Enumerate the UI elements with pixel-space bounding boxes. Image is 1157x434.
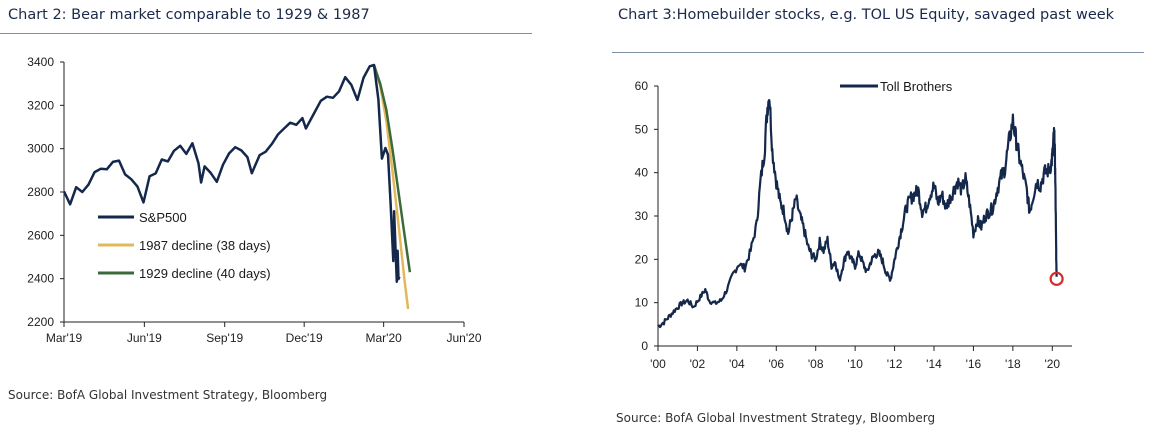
y-tick-label: 0 (641, 339, 648, 353)
x-tick-label: '02 (690, 357, 706, 371)
chart-3-title: Chart 3:Homebuilder stocks, e.g. TOL US … (618, 7, 1115, 23)
x-tick-label: Mar'19 (46, 331, 83, 345)
y-tick-label: 3400 (27, 55, 54, 69)
annotation-circle (1049, 271, 1064, 286)
chart-2-plot: 2200 2400 2600 2800 3000 3200 3400 Mar'19 Jun'19… (27, 55, 482, 345)
x-tick-label: Jun'19 (127, 331, 162, 345)
x-tick-label: '10 (847, 357, 863, 371)
chart-2-source: Source: BofA Global Investment Strategy,… (8, 388, 328, 402)
x-tick-label: '14 (926, 357, 942, 371)
legend-label: 1987 decline (38 days) (139, 238, 271, 253)
x-tick-label: Jun'20 (447, 331, 482, 345)
chart-3-source: Source: BofA Global Investment Strategy,… (616, 411, 936, 425)
y-tick-label: 30 (635, 209, 649, 223)
y-tick-label: 50 (635, 122, 649, 136)
y-tick-label: 20 (635, 252, 649, 266)
x-tick-label: '06 (768, 357, 784, 371)
x-tick-label: '08 (808, 357, 824, 371)
y-tick-label: 60 (635, 79, 649, 93)
y-tick-label: 2200 (27, 315, 54, 329)
legend-label: S&P500 (139, 210, 187, 225)
y-tick-label: 10 (635, 296, 649, 310)
chart-panel-sp500: Chart 2: Bear market comparable to 1929 … (0, 0, 540, 434)
chart-2-title: Chart 2: Bear market comparable to 1929 … (8, 7, 370, 23)
x-tick-label: '16 (966, 357, 982, 371)
chart-3-plot: 0 10 20 30 40 50 60 '00 '02 '04 '06 '08 '10 '12 '14 '16… (635, 79, 1072, 371)
x-tick-label: Sep'19 (206, 331, 243, 345)
series-line-1929-decline (372, 64, 412, 273)
x-tick-label: '04 (729, 357, 745, 371)
x-tick-label: '18 (1005, 357, 1021, 371)
series-line-toll-brothers (657, 98, 1058, 329)
legend-label: 1929 decline (40 days) (139, 266, 271, 281)
y-tick-label: 3000 (27, 142, 54, 156)
y-tick-label: 2400 (27, 272, 54, 286)
x-tick-label: Mar'20 (365, 331, 402, 345)
chart-3-title-rule (612, 52, 1144, 53)
y-tick-label: 2600 (27, 228, 54, 242)
chart-panel-toll-brothers: Chart 3:Homebuilder stocks, e.g. TOL US … (612, 0, 1157, 434)
y-tick-label: 2800 (27, 185, 54, 199)
chart-2-title-rule (0, 33, 532, 34)
x-tick-label: Dec'19 (286, 331, 323, 345)
x-tick-label: '20 (1044, 357, 1060, 371)
x-tick-label: '00 (650, 357, 666, 371)
y-tick-label: 40 (635, 166, 649, 180)
y-tick-label: 3200 (27, 98, 54, 112)
x-tick-label: '12 (887, 357, 903, 371)
legend-label: Toll Brothers (880, 79, 953, 94)
series-line-sp500 (62, 63, 401, 283)
